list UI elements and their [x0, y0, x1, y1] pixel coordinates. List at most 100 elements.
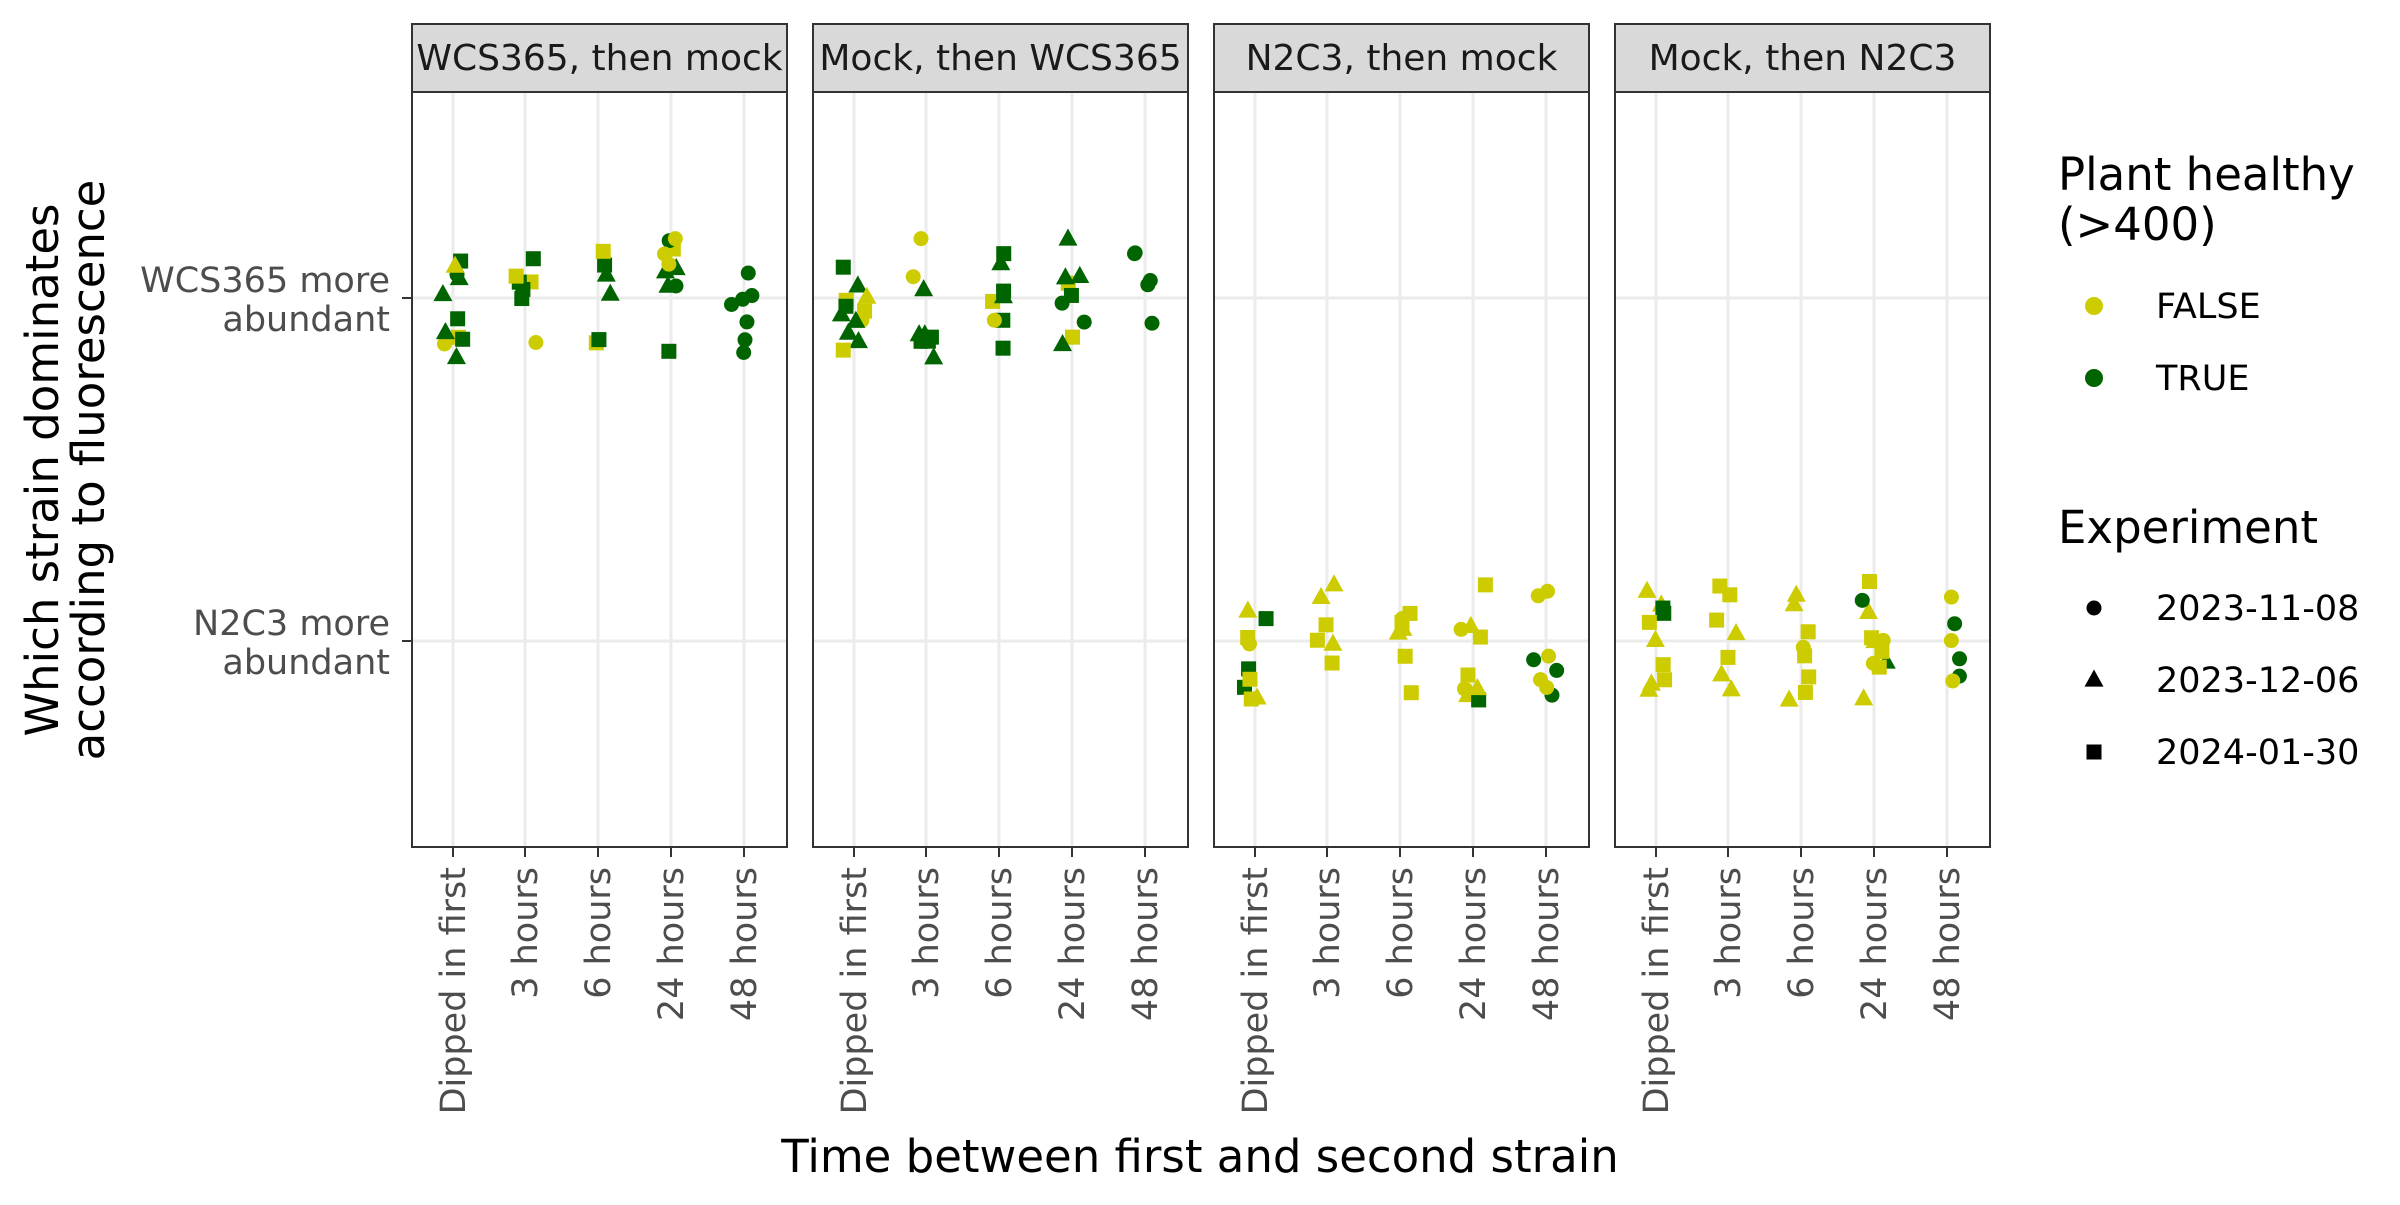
- data-point: [446, 347, 466, 365]
- data-point: [1947, 616, 1963, 632]
- panel-border: [411, 91, 788, 848]
- data-point: [1943, 633, 1959, 649]
- data-point: [986, 312, 1002, 328]
- points-group: [1637, 574, 1968, 707]
- data-point: [1637, 580, 1657, 598]
- data-point: [1526, 652, 1542, 668]
- facet-panel: WCS365, then mock: [411, 23, 788, 848]
- data-point: [1238, 600, 1258, 618]
- data-point: [995, 340, 1011, 356]
- panel-border: [1213, 91, 1590, 848]
- data-point: [736, 345, 752, 361]
- x-tick-label: 24 hours: [1855, 867, 1895, 1021]
- x-tick-label: 3 hours: [506, 867, 546, 999]
- data-point: [508, 268, 524, 284]
- points-group: [433, 231, 760, 365]
- data-point: [1854, 592, 1870, 608]
- legend-title: (>400): [2058, 198, 2217, 251]
- data-point: [455, 331, 471, 347]
- panel-border: [812, 91, 1189, 848]
- data-point: [1311, 586, 1331, 605]
- data-point: [1076, 314, 1092, 330]
- data-point: [1324, 574, 1344, 592]
- data-point: [1800, 624, 1816, 640]
- data-point: [596, 264, 616, 282]
- y-axis-title: according to fluorescence: [62, 180, 115, 761]
- data-point: [1874, 643, 1890, 659]
- x-tick-label: 6 hours: [1782, 867, 1822, 999]
- x-tick-label: 24 hours: [1053, 867, 1093, 1021]
- data-point: [1467, 677, 1487, 696]
- data-point: [445, 255, 465, 273]
- legend-experiment: Experiment 2023-11-08 2023-12-06 2024-01-30: [2058, 501, 2359, 773]
- data-point: [1645, 629, 1665, 648]
- data-point: [1461, 615, 1481, 634]
- data-point: [1952, 651, 1968, 667]
- facet-panel: Mock, then N2C3: [1614, 23, 1991, 848]
- data-point: [1539, 679, 1555, 695]
- legend-label: 2023-11-08: [2156, 589, 2359, 629]
- data-point: [667, 231, 683, 247]
- legend-label: 2023-12-06: [2156, 661, 2359, 701]
- y-axis-title: Which strain dominates: [16, 204, 69, 737]
- data-point: [435, 322, 455, 340]
- data-point: [920, 333, 936, 349]
- data-point: [1258, 611, 1274, 627]
- data-point: [1064, 329, 1080, 345]
- legend-title: Plant healthy: [2058, 148, 2355, 201]
- data-point: [1530, 588, 1546, 604]
- data-point: [1241, 636, 1257, 652]
- data-point: [838, 322, 858, 340]
- x-tick-label: Dipped in first: [434, 867, 474, 1114]
- data-point: [1709, 612, 1725, 628]
- data-point: [1721, 679, 1741, 697]
- data-point: [913, 231, 929, 247]
- x-tick-label: 6 hours: [980, 867, 1020, 999]
- data-point: [1318, 617, 1334, 633]
- legend-key-point: [2085, 369, 2103, 387]
- data-point: [1127, 245, 1143, 261]
- facet-title: N2C3, then mock: [1246, 38, 1558, 79]
- data-point: [595, 243, 611, 259]
- data-point: [1943, 589, 1959, 605]
- x-tick-label: 48 hours: [1928, 867, 1968, 1021]
- data-point: [1477, 577, 1493, 593]
- data-point: [1324, 655, 1340, 671]
- data-point: [1144, 315, 1160, 331]
- legend-label: FALSE: [2156, 287, 2261, 327]
- x-tick-label: Dipped in first: [1637, 867, 1677, 1114]
- data-point: [1393, 618, 1413, 636]
- data-point: [739, 314, 755, 330]
- data-point: [735, 291, 751, 307]
- data-point: [1397, 648, 1413, 664]
- data-point: [1460, 667, 1476, 683]
- data-point: [1786, 584, 1806, 602]
- data-point: [857, 286, 877, 304]
- x-axis-title: Time between first and second strain: [780, 1130, 1619, 1183]
- data-point: [1655, 657, 1671, 673]
- data-point: [1472, 629, 1488, 645]
- legend-title: Experiment: [2058, 501, 2318, 554]
- y-tick-label: WCS365 more: [140, 261, 390, 301]
- x-tick-label: 48 hours: [1527, 867, 1567, 1021]
- data-point: [1797, 684, 1813, 700]
- x-tick-label: 3 hours: [1709, 867, 1749, 999]
- x-tick-label: 24 hours: [652, 867, 692, 1021]
- x-tick-label: 48 hours: [725, 867, 765, 1021]
- data-point: [1247, 687, 1267, 705]
- facet-strip: [812, 23, 1189, 93]
- data-point: [1058, 228, 1078, 246]
- data-point: [905, 269, 921, 285]
- data-point: [450, 311, 466, 327]
- facet-title: WCS365, then mock: [416, 38, 782, 79]
- points-group: [1236, 574, 1565, 708]
- data-point: [1549, 662, 1565, 678]
- data-point: [838, 298, 854, 314]
- data-point: [1657, 672, 1673, 688]
- legend-key-shape: [2084, 669, 2104, 687]
- data-point: [1541, 648, 1557, 664]
- panel-border: [1614, 91, 1991, 848]
- data-point: [661, 343, 677, 359]
- data-point: [835, 259, 851, 275]
- y-tick-label: abundant: [222, 300, 390, 340]
